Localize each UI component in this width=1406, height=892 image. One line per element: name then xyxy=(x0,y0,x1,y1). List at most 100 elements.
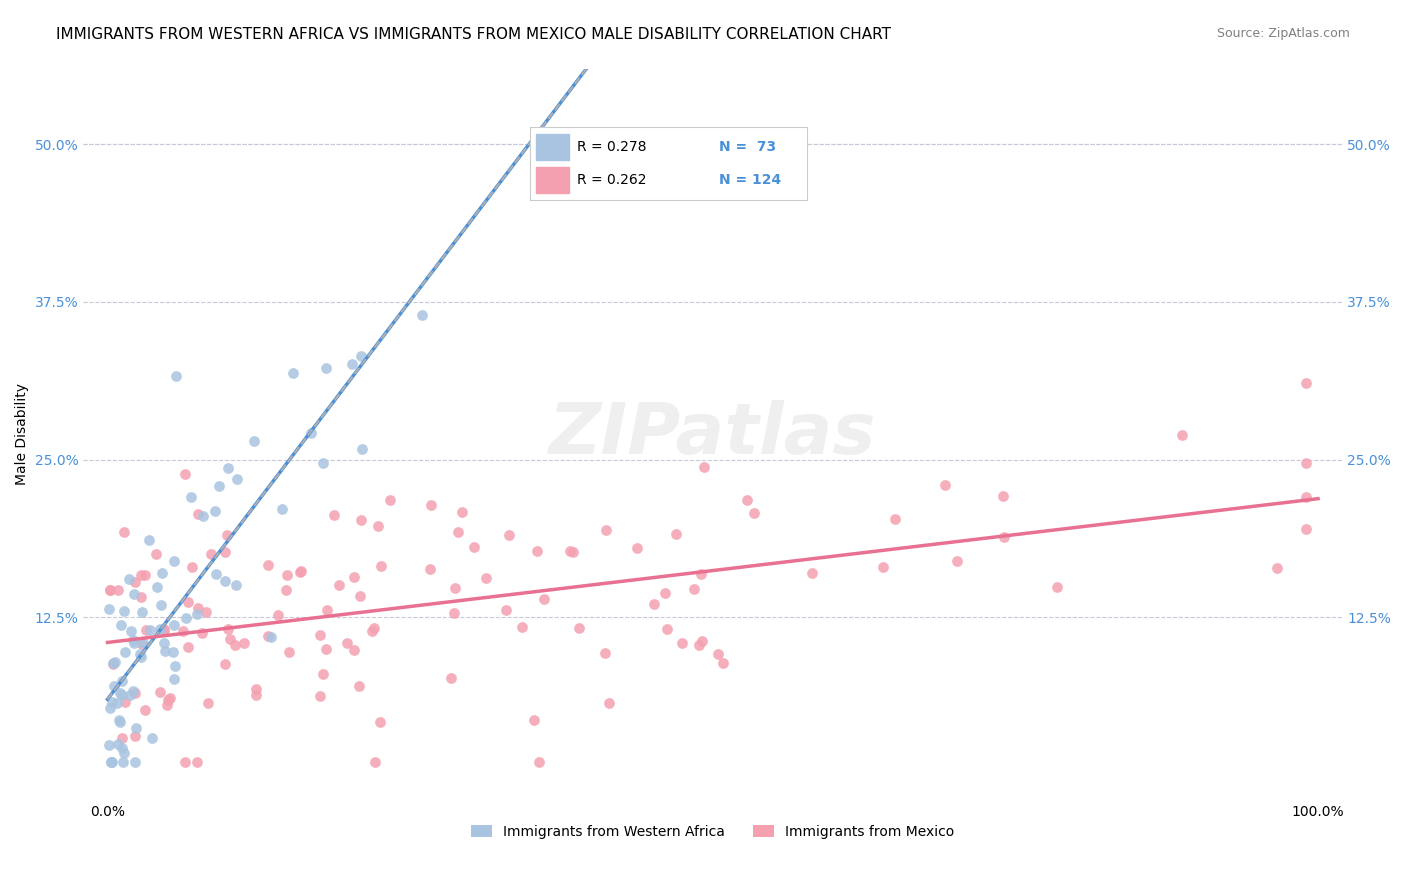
Point xyxy=(153,635,176,649)
Point xyxy=(316,603,339,617)
Point xyxy=(98,582,121,597)
Point xyxy=(276,582,298,597)
Point xyxy=(742,506,765,520)
Point xyxy=(510,620,533,634)
Point xyxy=(562,545,585,559)
Point xyxy=(299,425,322,440)
Point xyxy=(378,493,401,508)
Point xyxy=(1295,523,1317,537)
Point xyxy=(350,513,373,527)
Point xyxy=(101,756,124,770)
Point xyxy=(655,622,678,636)
Point xyxy=(257,558,280,572)
Point xyxy=(800,566,823,580)
Point xyxy=(131,637,153,651)
Point xyxy=(121,632,143,647)
Point xyxy=(214,574,236,588)
Legend: Immigrants from Western Africa, Immigrants from Mexico: Immigrants from Western Africa, Immigran… xyxy=(465,820,960,845)
Point xyxy=(693,460,716,475)
Point xyxy=(654,585,676,599)
Point xyxy=(1265,560,1288,574)
Point xyxy=(242,434,264,448)
Point xyxy=(100,756,122,770)
Point xyxy=(308,690,330,704)
Point xyxy=(172,624,194,638)
Point xyxy=(181,559,204,574)
Point xyxy=(101,656,124,670)
Point xyxy=(107,713,129,727)
Text: Source: ZipAtlas.com: Source: ZipAtlas.com xyxy=(1216,27,1350,40)
Point xyxy=(364,756,387,770)
Point xyxy=(568,621,591,635)
Point xyxy=(163,554,186,568)
Point xyxy=(101,657,124,671)
Point xyxy=(257,629,280,643)
Point xyxy=(97,739,120,753)
Text: ZIPatlas: ZIPatlas xyxy=(550,400,876,469)
Point xyxy=(226,472,249,486)
Point xyxy=(312,456,335,470)
Point xyxy=(598,696,620,710)
Point xyxy=(174,467,197,481)
Point xyxy=(560,544,582,558)
Point xyxy=(1295,376,1317,390)
Point xyxy=(124,729,146,743)
Point xyxy=(163,672,186,686)
Point xyxy=(114,645,136,659)
Point xyxy=(111,731,134,745)
Point xyxy=(713,657,735,671)
Point xyxy=(165,659,187,673)
Point xyxy=(315,361,337,376)
Point xyxy=(134,703,156,717)
Point xyxy=(112,604,135,618)
Point xyxy=(197,696,219,710)
Point xyxy=(643,597,665,611)
Point xyxy=(205,567,228,582)
Point xyxy=(124,686,146,700)
Point xyxy=(141,731,163,746)
Point xyxy=(101,695,124,709)
Point xyxy=(225,577,247,591)
Point xyxy=(288,565,311,579)
Point xyxy=(120,624,142,639)
Point xyxy=(191,626,214,640)
Point xyxy=(278,645,301,659)
Point xyxy=(177,595,200,609)
Point xyxy=(208,479,231,493)
Point xyxy=(349,679,371,693)
Point xyxy=(180,490,202,504)
Point xyxy=(149,598,172,612)
Point xyxy=(447,525,470,540)
Point xyxy=(104,655,127,669)
Point xyxy=(214,657,236,671)
Point xyxy=(100,756,122,770)
Point xyxy=(993,489,1015,503)
Point xyxy=(1295,456,1317,470)
Point xyxy=(343,642,366,657)
Point xyxy=(350,350,373,364)
Point xyxy=(110,618,132,632)
Point xyxy=(474,571,496,585)
Point xyxy=(707,647,730,661)
Point xyxy=(343,570,366,584)
Point xyxy=(153,644,176,658)
Point xyxy=(112,525,135,540)
Point xyxy=(129,590,152,604)
Point xyxy=(156,692,179,706)
Point xyxy=(132,636,155,650)
Point xyxy=(993,531,1015,545)
Point xyxy=(217,623,239,637)
Point xyxy=(191,508,214,523)
Point xyxy=(112,756,135,770)
Point xyxy=(1295,490,1317,504)
Point xyxy=(1171,428,1194,442)
Point xyxy=(98,602,121,616)
Point xyxy=(267,607,290,622)
Point xyxy=(690,566,713,581)
Point xyxy=(187,600,209,615)
Point xyxy=(120,689,142,703)
Point xyxy=(108,714,131,729)
Point xyxy=(595,523,617,537)
Point xyxy=(361,624,384,639)
Point xyxy=(529,756,551,770)
